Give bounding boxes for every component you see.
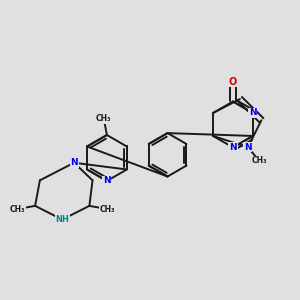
Text: N: N xyxy=(249,109,257,118)
Text: N: N xyxy=(103,176,111,185)
Text: CH₃: CH₃ xyxy=(96,114,112,123)
Text: N: N xyxy=(70,158,78,167)
Text: CH₃: CH₃ xyxy=(99,205,115,214)
Text: N: N xyxy=(229,143,237,152)
Text: CH₃: CH₃ xyxy=(10,205,25,214)
Text: N: N xyxy=(244,143,252,152)
Text: O: O xyxy=(229,77,237,87)
Text: CH₃: CH₃ xyxy=(251,156,267,165)
Text: NH: NH xyxy=(55,215,69,224)
